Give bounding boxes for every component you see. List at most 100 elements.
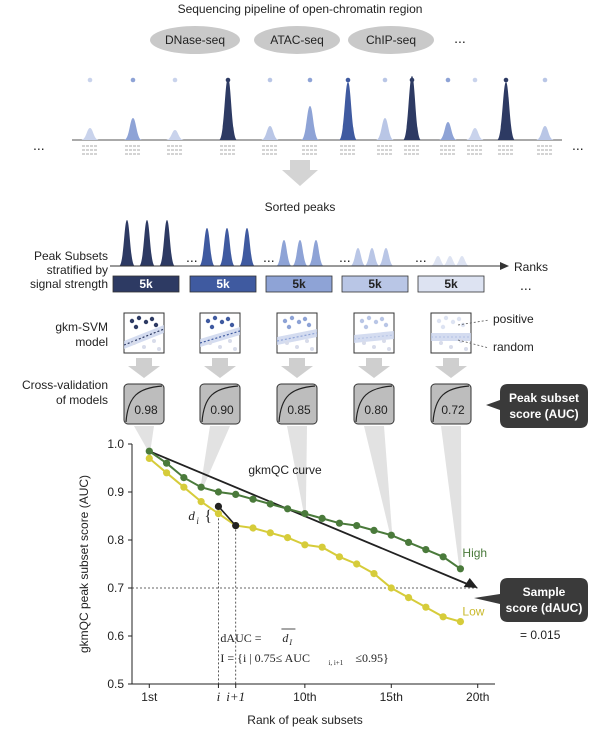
positive-dot <box>359 318 365 324</box>
cv-score: 0.80 <box>364 403 388 417</box>
x-tick-label: 10th <box>293 690 316 704</box>
method-dnase: DNase-seq <box>165 33 225 47</box>
sample-score-value: = 0.015 <box>520 628 561 642</box>
sorted-peak <box>308 240 324 266</box>
high-series-label: High <box>462 546 487 560</box>
series-point-high <box>370 526 378 535</box>
sorted-peak <box>119 220 135 266</box>
peak-marker-dot <box>472 77 478 83</box>
positive-dot <box>373 319 379 325</box>
peak-marker-dot <box>345 77 351 83</box>
method-more: ... <box>454 30 466 46</box>
sorted-peak <box>454 256 470 266</box>
sorted-peak <box>276 240 292 266</box>
model-label-1: gkm-SVM <box>55 320 108 334</box>
down-arrow-icon <box>204 358 236 378</box>
subset-box <box>112 275 180 293</box>
positive-dot <box>229 322 235 328</box>
cv-score: 0.98 <box>134 403 158 417</box>
y-tick-label: 0.5 <box>107 677 124 691</box>
sample-score-line1: Sample <box>523 585 566 599</box>
series-point-low <box>370 570 378 578</box>
positive-dot <box>209 324 215 330</box>
subset-size-label: 5k <box>139 277 153 291</box>
positive-dot <box>363 324 369 330</box>
random-dot <box>228 339 232 343</box>
funnel-wedge <box>441 426 462 569</box>
series-point-low <box>283 534 292 542</box>
series-point-high <box>232 490 240 498</box>
genome-peak <box>536 126 554 140</box>
funnels <box>134 426 462 569</box>
roc-curve <box>125 385 163 423</box>
sorted-more: ... <box>520 277 532 293</box>
random-dot <box>439 341 443 345</box>
random-leader <box>457 339 490 349</box>
peak-score-callout-line1: Peak subset <box>509 391 579 405</box>
peak-marker-dot <box>172 77 178 83</box>
positive-dot <box>136 315 142 321</box>
sorted-peak <box>239 228 255 266</box>
series-point-high <box>456 565 465 573</box>
series-point-low <box>162 469 171 477</box>
series-point-high <box>301 509 309 518</box>
roc-curve <box>278 385 316 423</box>
genome-peak <box>439 122 457 140</box>
positive-dot <box>383 322 389 328</box>
peak-marker-dot <box>409 77 415 83</box>
random-dot <box>362 341 366 345</box>
d-i-subscript: i <box>196 516 199 526</box>
genome-peak <box>301 106 319 140</box>
positive-leader <box>457 319 490 326</box>
series-point-low <box>456 618 465 626</box>
sorted-peak <box>378 248 394 266</box>
positive-dot <box>143 319 149 325</box>
chart-title: gkmQC curve <box>248 463 322 477</box>
x-axis-label: Rank of peak subsets <box>247 713 362 727</box>
y-axis-label: gkmQC peak subset score (AUC) <box>77 475 91 653</box>
random-dot <box>233 347 237 351</box>
series-point-low <box>318 543 326 551</box>
ranks-axis-arrow-icon <box>500 262 509 270</box>
positive-dot <box>133 324 139 330</box>
subset-box <box>417 275 485 293</box>
random-dot <box>305 339 309 343</box>
series-point-high <box>422 546 430 554</box>
positive-dot <box>286 324 292 330</box>
roc-curve <box>355 385 393 423</box>
series-point-high <box>249 495 257 503</box>
peak-marker-dot <box>542 77 548 83</box>
series-point-low <box>266 529 274 537</box>
series-point-low <box>249 524 257 532</box>
y-tick-label: 0.8 <box>107 533 124 547</box>
highlight-segment <box>217 505 237 527</box>
positive-dot <box>149 316 155 322</box>
positive-dot <box>460 322 466 328</box>
positive-dot <box>289 315 295 321</box>
funnel-wedge <box>134 426 154 452</box>
genome-peak-track <box>72 76 562 155</box>
genome-peak <box>166 130 184 140</box>
sorted-peaks: ............ <box>119 220 470 266</box>
positive-dot <box>379 316 385 322</box>
formula-dbar-sub: I <box>288 638 292 647</box>
random-dot <box>310 347 314 351</box>
sorted-peak <box>199 228 215 266</box>
y-tick-label: 0.7 <box>107 581 124 595</box>
positive-dot <box>366 315 372 321</box>
sorted-peak <box>139 220 155 266</box>
random-dot <box>449 345 453 349</box>
reference-line <box>148 450 471 586</box>
peak-marker-dot <box>267 77 273 83</box>
subset-box <box>265 275 333 293</box>
series-point-high <box>387 531 395 539</box>
svm-boundary <box>123 328 165 346</box>
positive-dot <box>225 316 231 322</box>
funnel-wedge <box>200 426 230 490</box>
series-point-low <box>180 483 188 491</box>
roc-curve <box>201 385 239 423</box>
funnel-wedge <box>287 426 307 514</box>
down-arrow-icon <box>435 358 467 378</box>
reference-arrow-icon <box>463 578 478 588</box>
x-tick-label: 15th <box>380 690 403 704</box>
